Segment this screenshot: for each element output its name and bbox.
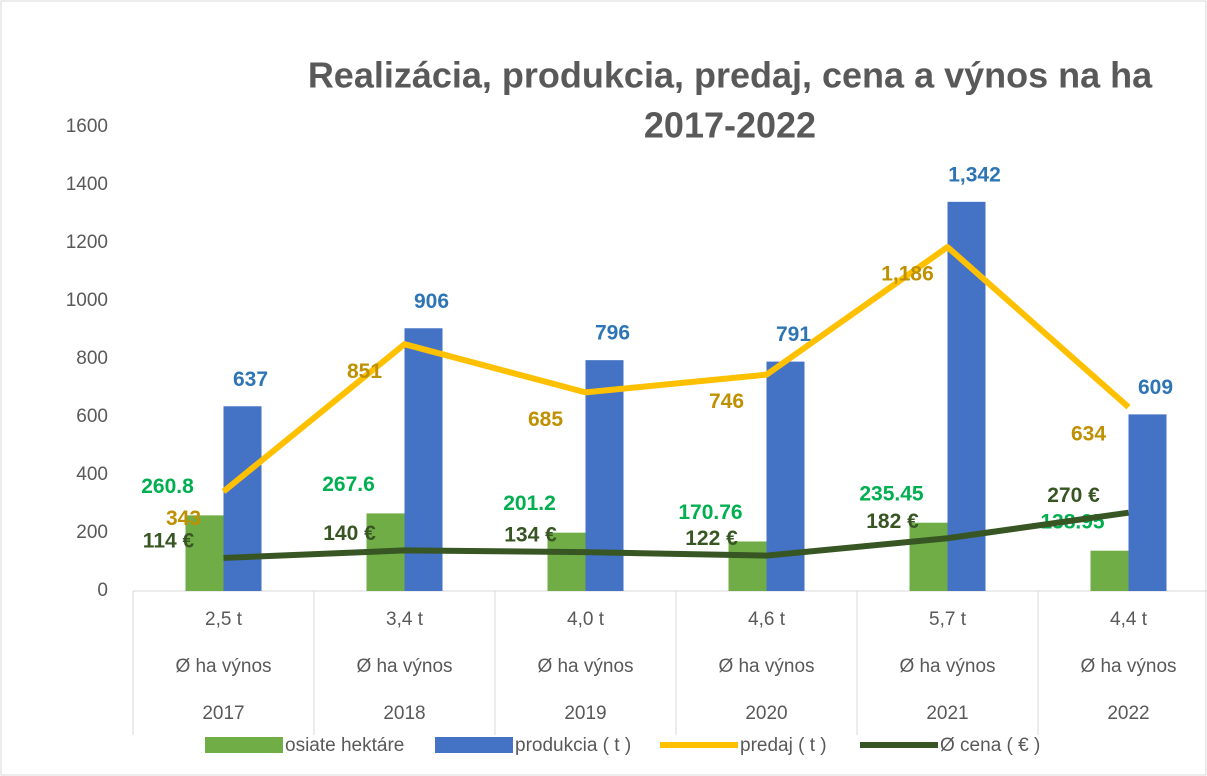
data-label: 270 € [1047,484,1100,507]
legend-label: produkcia ( t ) [515,735,631,756]
bar [185,515,224,591]
data-label: 170.76 [678,501,742,524]
data-label: 122 € [685,527,738,550]
x-tick-label: 5,7 t [929,609,967,630]
data-label: 260.8 [141,475,194,498]
legend-label: osiate hektáre [285,735,404,756]
y-tick-label: 400 [76,464,108,485]
data-label: 201.2 [503,492,556,515]
line-series [223,509,1129,561]
x-tick-label: Ø ha výnos [356,656,452,677]
bar [547,532,586,591]
data-label: 634 [1071,423,1106,446]
bar [1128,414,1167,591]
chart-title: 2017-2022 [644,105,816,146]
legend-swatch [435,737,513,753]
x-tick-label: 2017 [202,703,244,724]
chart-title: Realizácia, produkcia, predaj, cena a vý… [308,55,1153,96]
x-tick-label: Ø ha výnos [899,656,995,677]
x-tick-label: Ø ha výnos [718,656,814,677]
data-label: 267.6 [322,473,375,496]
bar [728,541,767,591]
y-tick-label: 1000 [66,290,108,311]
y-tick-label: 600 [76,406,108,427]
x-tick-label: Ø ha výnos [1080,656,1176,677]
bar [909,522,948,591]
data-label: 637 [233,368,268,391]
bar [404,328,443,591]
data-label: 851 [347,360,382,383]
y-tick-label: 1400 [66,174,108,195]
x-tick-label: 2021 [926,703,968,724]
y-tick-label: 200 [76,522,108,543]
x-tick-label: 2020 [745,703,787,724]
data-label: 791 [776,323,811,346]
y-tick-label: 1200 [66,232,108,253]
line-series [221,244,1131,494]
x-tick-label: 3,4 t [386,609,424,630]
x-tick-label: 2018 [383,703,425,724]
data-label: 1,342 [948,163,1001,186]
data-label: 685 [528,408,563,431]
y-tick-label: 800 [76,348,108,369]
y-tick-label: 0 [97,580,108,601]
x-tick-label: 2022 [1107,703,1149,724]
data-label: 609 [1138,376,1173,399]
data-label: 114 € [143,529,195,552]
x-tick-label: 4,0 t [567,609,605,630]
x-tick-label: 2019 [564,703,606,724]
data-label: 182 € [866,510,919,533]
legend-label: Ø cena ( € ) [940,735,1040,756]
x-tick-label: 4,4 t [1110,609,1148,630]
data-label: 343 [166,507,201,530]
legend-label: predaj ( t ) [740,735,827,756]
y-tick-label: 1600 [66,116,108,137]
data-label: 746 [709,390,744,413]
data-label: 796 [595,322,630,345]
data-label: 906 [414,290,449,313]
x-tick-label: 4,6 t [748,609,786,630]
data-label: 1,186 [881,263,934,286]
legend-swatch [205,737,283,753]
x-tick-label: Ø ha výnos [537,656,633,677]
bar [1090,550,1129,591]
x-tick-label: 2,5 t [205,609,243,630]
bar [223,406,262,591]
x-tick-label: Ø ha výnos [175,656,271,677]
data-label: 235.45 [859,482,924,505]
data-label: 134 € [504,524,557,547]
data-label: 140 € [323,522,376,545]
